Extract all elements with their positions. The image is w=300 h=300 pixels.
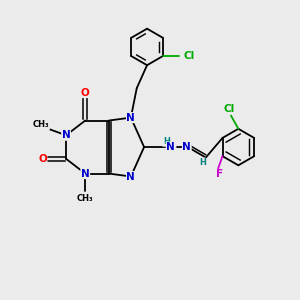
Text: N: N <box>127 112 135 123</box>
Text: N: N <box>127 172 135 182</box>
Text: N: N <box>166 142 175 152</box>
Text: CH₃: CH₃ <box>77 194 94 203</box>
Text: Cl: Cl <box>224 104 235 114</box>
Text: N: N <box>62 130 70 140</box>
Text: N: N <box>182 142 191 152</box>
Text: Cl: Cl <box>184 51 195 61</box>
Text: N: N <box>81 169 90 178</box>
Text: F: F <box>216 169 223 179</box>
Text: H: H <box>163 137 169 146</box>
Text: CH₃: CH₃ <box>33 121 50 130</box>
Text: H: H <box>199 158 206 167</box>
Text: O: O <box>38 154 47 164</box>
Text: O: O <box>81 88 90 98</box>
